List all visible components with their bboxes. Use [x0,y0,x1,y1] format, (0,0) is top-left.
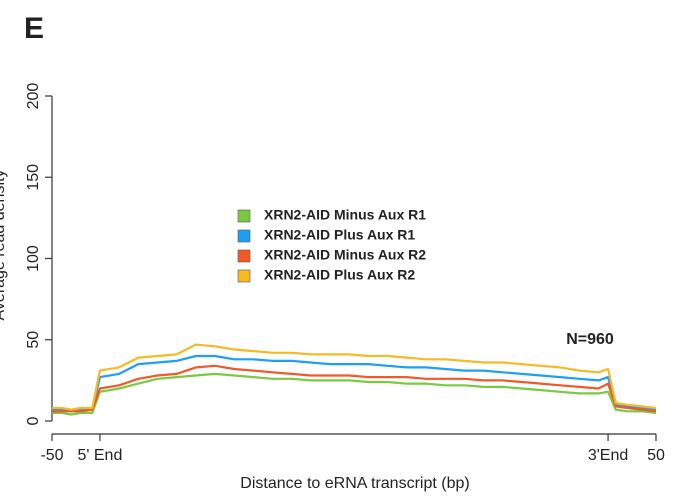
y-tick-label: 50 [25,331,42,349]
x-tick-label: 3'End [588,447,628,464]
legend-swatch [237,249,251,263]
legend-swatch [237,229,251,243]
panel-label: E [24,12,44,45]
legend-swatch [237,209,251,223]
y-tick-label: 150 [25,164,42,191]
annotation: N=960 [566,331,614,348]
series-line [52,354,657,413]
legend-label: XRN2-AID Plus Aux R2 [264,267,415,283]
legend-label: XRN2-AID Minus Aux R1 [264,207,426,223]
y-axis-label: Average read density [0,170,8,321]
x-tick-label: 50 [647,447,665,464]
legend-label: XRN2-AID Plus Aux R1 [264,227,415,243]
y-tick-label: 100 [25,245,42,272]
y-tick-label: 200 [25,83,42,110]
y-tick-label: 0 [25,416,42,425]
x-tick-label: 5' End [77,447,122,464]
legend-label: XRN2-AID Minus Aux R2 [264,247,426,263]
series-line [52,364,657,413]
x-tick-label: -50 [40,447,63,464]
x-axis-label: Distance to eRNA transcript (bp) [240,475,469,492]
series-line [52,343,657,411]
legend-swatch [237,269,251,283]
series-line [52,372,657,416]
